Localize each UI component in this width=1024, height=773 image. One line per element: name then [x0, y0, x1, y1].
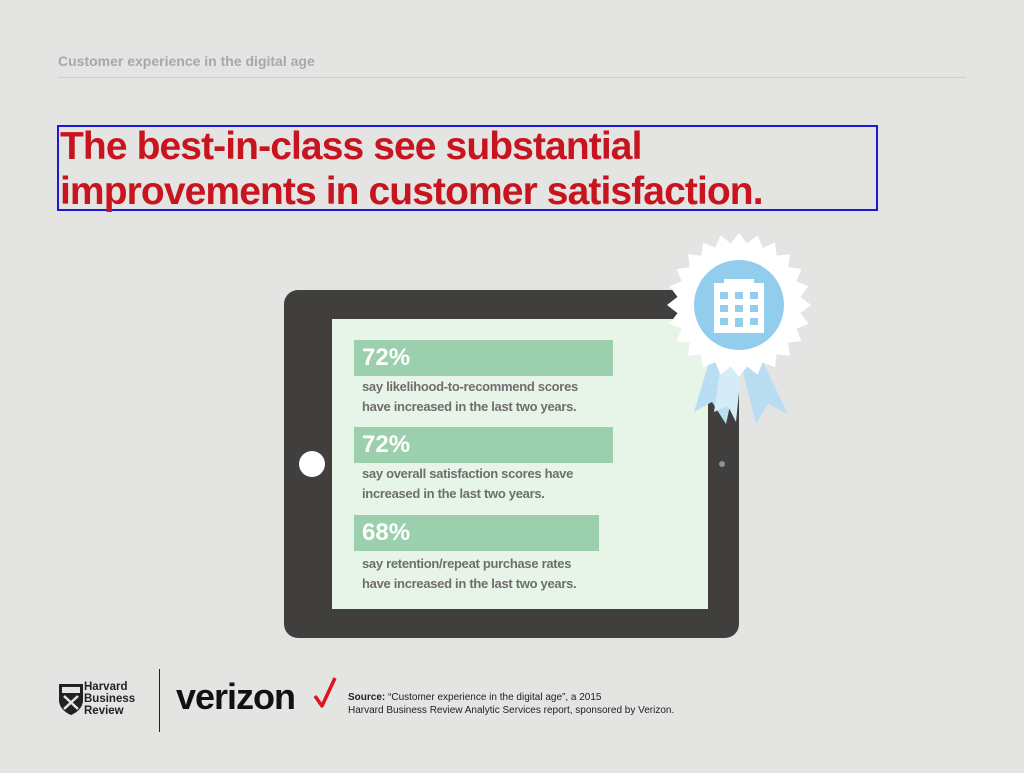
tablet-home-button — [299, 451, 325, 477]
headline-selection-box — [57, 125, 878, 211]
source-line-1: Source: “Customer experience in the digi… — [348, 691, 674, 704]
stat-bar-3: 68% — [354, 515, 599, 551]
tablet-screen: 72% say likelihood-to-recommend scores h… — [332, 319, 708, 609]
header-rule — [58, 77, 966, 78]
hbr-line-2: Business — [84, 693, 136, 705]
footer-divider — [159, 669, 160, 732]
stat-desc-2-line-2: increased in the last two years. — [362, 486, 545, 501]
building-icon — [714, 279, 764, 333]
award-badge — [667, 233, 811, 424]
header-label: Customer experience in the digital age — [58, 53, 315, 69]
headline-line-2: improvements in customer satisfaction. — [60, 170, 764, 213]
hbr-line-1: Harvard — [84, 681, 128, 693]
stat-desc-1-line-1: say likelihood-to-recommend scores — [362, 379, 578, 394]
headline: The best-in-class see substantial improv… — [60, 124, 900, 214]
hbr-line-3: Review — [84, 705, 124, 717]
stat-desc-3: say retention/repeat purchase rates have… — [362, 554, 632, 594]
source-label: Source: — [348, 692, 386, 703]
stat-desc-3-line-1: say retention/repeat purchase rates — [362, 556, 572, 571]
stat-bar-1: 72% — [354, 340, 613, 376]
stat-desc-2-line-1: say overall satisfaction scores have — [362, 466, 574, 481]
stat-percent-1: 72% — [362, 344, 411, 371]
stat-desc-1-line-2: have increased in the last two years. — [362, 399, 577, 414]
checkmark-icon — [313, 677, 337, 708]
source-note: Source: “Customer experience in the digi… — [348, 691, 674, 717]
stat-percent-3: 68% — [362, 519, 411, 546]
stat-desc-1: say likelihood-to-recommend scores have … — [362, 377, 632, 417]
headline-line-1: The best-in-class see substantial — [60, 125, 642, 168]
source-text-2: Harvard Business Review Analytic Service… — [348, 705, 675, 716]
stat-desc-3-line-2: have increased in the last two years. — [362, 576, 577, 591]
stat-percent-2: 72% — [362, 431, 411, 458]
verizon-wordmark: verizon — [176, 676, 296, 717]
stat-desc-2: say overall satisfaction scores have inc… — [362, 464, 632, 504]
stat-bar-2: 72% — [354, 427, 613, 463]
tablet-camera — [719, 461, 725, 467]
hbr-wordmark: Harvard Business Review — [84, 681, 135, 717]
hbr-shield-icon — [59, 684, 83, 715]
source-text-1: “Customer experience in the digital age”… — [388, 692, 602, 703]
